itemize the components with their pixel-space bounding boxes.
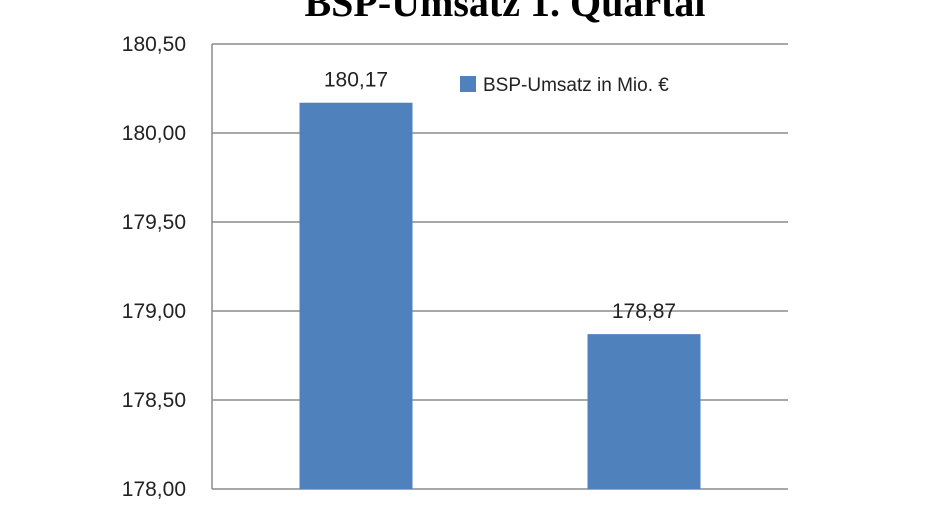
- y-tick-label: 178,00: [122, 478, 186, 501]
- legend-swatch: [460, 76, 476, 92]
- bar: [587, 334, 701, 489]
- chart-title: BSP-Umsatz 1. Quartal: [304, 0, 705, 25]
- bars: [299, 102, 701, 490]
- y-tick-label: 180,50: [122, 33, 186, 56]
- gridlines: [212, 43, 788, 490]
- y-tick-label: 180,00: [122, 122, 186, 145]
- y-tick-label: 179,50: [122, 211, 186, 234]
- data-labels: 180,17 178,87: [324, 69, 676, 323]
- bar: [299, 102, 413, 490]
- y-tick-label: 178,50: [122, 389, 186, 412]
- legend: BSP-Umsatz in Mio. €: [460, 75, 669, 96]
- data-label: 178,87: [612, 300, 676, 323]
- y-axis-ticks: 180,50 180,00 179,50 179,00 178,50 178,00: [122, 33, 186, 501]
- data-label: 180,17: [324, 69, 388, 92]
- y-tick-label: 179,00: [122, 300, 186, 323]
- legend-label: BSP-Umsatz in Mio. €: [483, 75, 669, 96]
